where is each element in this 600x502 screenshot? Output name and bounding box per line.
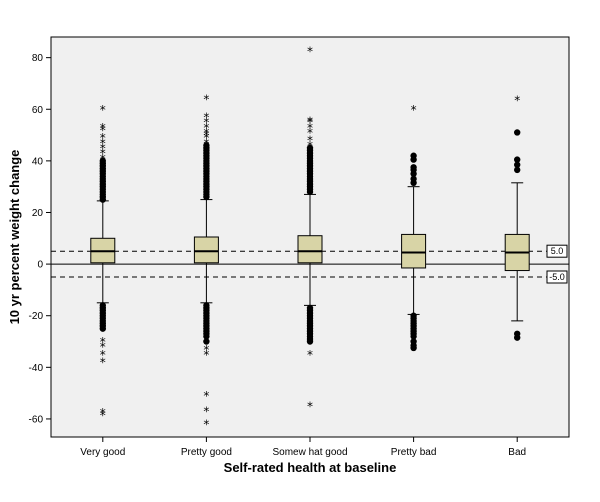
outlier-point: [410, 175, 417, 183]
extreme-point: *: [203, 131, 209, 145]
extreme-point: *: [203, 126, 209, 140]
box: [401, 233, 427, 269]
extreme-point: *: [307, 114, 313, 128]
y-tick-label: -20: [29, 311, 44, 322]
x-tick-label: Pretty bad: [391, 447, 437, 458]
extreme-point: *: [100, 335, 106, 349]
outlier-point: [203, 333, 210, 340]
extreme-point: *: [100, 348, 106, 362]
outlier-point: [514, 334, 521, 341]
y-tick-label: 40: [32, 156, 44, 167]
outlier-point: [514, 166, 521, 174]
boxplot: ****************: [193, 92, 219, 432]
outlier-point: [514, 161, 521, 168]
extreme-point: *: [100, 409, 106, 423]
outlier-point: [203, 142, 210, 149]
extreme-point: *: [307, 139, 313, 153]
extreme-point: *: [100, 147, 106, 161]
y-tick-label: 80: [32, 53, 44, 64]
extreme-point: *: [203, 116, 209, 130]
box: [193, 236, 219, 264]
boxplot: **********: [297, 45, 323, 414]
outlier-point: [410, 164, 417, 171]
x-tick-label: Bad: [508, 447, 526, 458]
extreme-point: *: [100, 141, 106, 155]
x-axis: Very good Pretty good Somew hat good Pretty…: [80, 437, 526, 458]
extreme-point: *: [100, 356, 106, 370]
extreme-point: *: [307, 45, 313, 59]
y-axis: -60 -40 -20 0 20 40 60 80: [29, 53, 51, 425]
extreme-point: *: [100, 123, 106, 137]
y-axis-title: 10 yr percent weight change: [7, 150, 22, 325]
extreme-point: *: [307, 121, 313, 135]
y-tick-label: -60: [29, 414, 44, 425]
x-tick-label: Somew hat good: [272, 447, 347, 458]
extreme-point: *: [203, 141, 209, 155]
extreme-point: *: [100, 152, 106, 166]
boxplot: *: [401, 103, 427, 352]
extreme-point: *: [203, 389, 209, 403]
extreme-point: *: [203, 405, 209, 419]
outlier-point: [99, 157, 107, 165]
extreme-point: *: [100, 340, 106, 354]
y-tick-label: 0: [37, 260, 43, 271]
outlier-point: [410, 152, 417, 159]
extreme-point: *: [203, 343, 209, 357]
extreme-point: *: [411, 103, 417, 117]
boxplot: ***************: [90, 103, 116, 423]
y-tick-label: 20: [32, 208, 44, 219]
extreme-point: *: [307, 400, 313, 414]
outlier-point: [410, 333, 417, 340]
extreme-point: *: [203, 418, 209, 432]
extreme-point: *: [203, 152, 209, 166]
extreme-point: *: [203, 111, 209, 125]
extreme-point: *: [307, 126, 313, 140]
outlier-point: [514, 156, 521, 163]
box: [297, 235, 323, 264]
extreme-point: *: [203, 129, 209, 143]
x-tick-label: Pretty good: [181, 447, 232, 458]
outlier-point: [514, 129, 521, 136]
extreme-point: *: [100, 103, 106, 117]
extreme-point: *: [307, 116, 313, 130]
boxplots: ****************************************…: [90, 45, 530, 432]
extreme-point: *: [203, 136, 209, 150]
outlier-point: [203, 338, 210, 345]
reference-label: -5.0: [549, 272, 565, 282]
x-axis-title: Self-rated health at baseline: [224, 460, 397, 475]
x-tick-label: Very good: [80, 447, 125, 458]
extreme-point: *: [307, 144, 313, 158]
extreme-point: *: [100, 136, 106, 150]
reference-label-box: [546, 244, 568, 258]
y-tick-label: -40: [29, 363, 44, 374]
outlier-point: [306, 338, 314, 345]
extreme-point: *: [203, 121, 209, 135]
y-tick-label: 60: [32, 105, 44, 116]
extreme-point: *: [100, 131, 106, 145]
extreme-point: *: [100, 121, 106, 135]
extreme-point: *: [203, 348, 209, 362]
extreme-point: *: [203, 147, 209, 161]
reference-label: 5.0: [551, 246, 564, 256]
extreme-point: *: [100, 406, 106, 420]
extreme-point: *: [307, 134, 313, 148]
extreme-point: *: [514, 94, 520, 108]
extreme-point: *: [100, 160, 106, 174]
outlier-point: [410, 344, 417, 352]
extreme-point: *: [203, 92, 209, 106]
outlier-point: [99, 325, 107, 332]
extreme-point: *: [307, 348, 313, 362]
reference-label-box: [546, 270, 568, 284]
boxplot: *: [504, 94, 530, 341]
outlier-point: [306, 144, 314, 152]
